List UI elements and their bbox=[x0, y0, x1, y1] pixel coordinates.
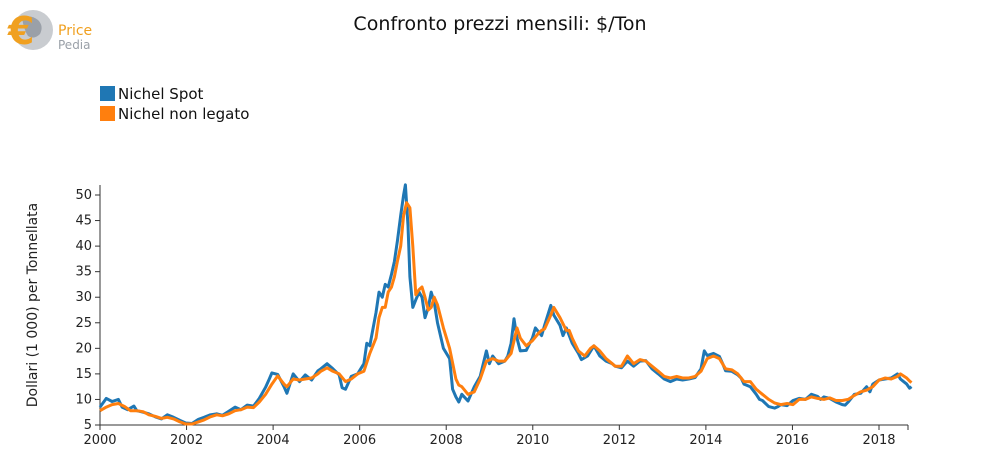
y-tick-label: 10 bbox=[75, 392, 92, 407]
y-tick-label: 30 bbox=[75, 290, 92, 305]
x-tick-label: 2008 bbox=[430, 433, 463, 448]
legend-swatch-non-legato bbox=[100, 106, 115, 121]
x-tick-label: 2012 bbox=[603, 433, 636, 448]
axes: 5 10 15 20 25 30 35 40 45 50 2000 2002 2004 2006 2008 2… bbox=[75, 185, 909, 448]
y-tick-label: 5 bbox=[84, 418, 92, 433]
y-tick-label: 40 bbox=[75, 239, 92, 254]
y-axis-label: Dollari (1 000) per Tonnellata bbox=[25, 203, 41, 407]
series-line-nichel-spot bbox=[98, 183, 913, 425]
x-tick-label: 2006 bbox=[343, 433, 376, 448]
logo-globe-land-icon bbox=[22, 16, 42, 38]
x-tick-label: 2002 bbox=[170, 433, 203, 448]
x-tick-label: 2014 bbox=[689, 433, 722, 448]
y-tick-label: 35 bbox=[75, 265, 92, 280]
series-layer bbox=[98, 183, 913, 426]
logo-euro-icon: € bbox=[7, 9, 34, 53]
y-tick-label: 15 bbox=[75, 367, 92, 382]
pricepedia-logo: € Price Pedia bbox=[7, 9, 92, 53]
series-line-nichel-non-legato bbox=[99, 201, 913, 426]
legend-swatch-spot bbox=[100, 86, 115, 101]
y-tick-label: 50 bbox=[75, 188, 92, 203]
logo-text-price: Price bbox=[58, 23, 92, 39]
x-tick-label: 2018 bbox=[862, 433, 895, 448]
y-tick-label: 45 bbox=[75, 214, 92, 229]
x-tick-label: 2004 bbox=[257, 433, 290, 448]
x-tick-label: 2000 bbox=[83, 433, 116, 448]
legend-label-non-legato: Nichel non legato bbox=[118, 105, 249, 123]
x-tick-label: 2010 bbox=[516, 433, 549, 448]
chart-title: Confronto prezzi mensili: $/Ton bbox=[353, 13, 646, 35]
legend: Nichel Spot Nichel non legato bbox=[100, 85, 249, 123]
y-tick-label: 20 bbox=[75, 341, 92, 356]
y-tick-label: 25 bbox=[75, 316, 92, 331]
legend-label-spot: Nichel Spot bbox=[118, 85, 204, 103]
x-tick-label: 2016 bbox=[776, 433, 809, 448]
logo-text-pedia: Pedia bbox=[58, 38, 91, 52]
